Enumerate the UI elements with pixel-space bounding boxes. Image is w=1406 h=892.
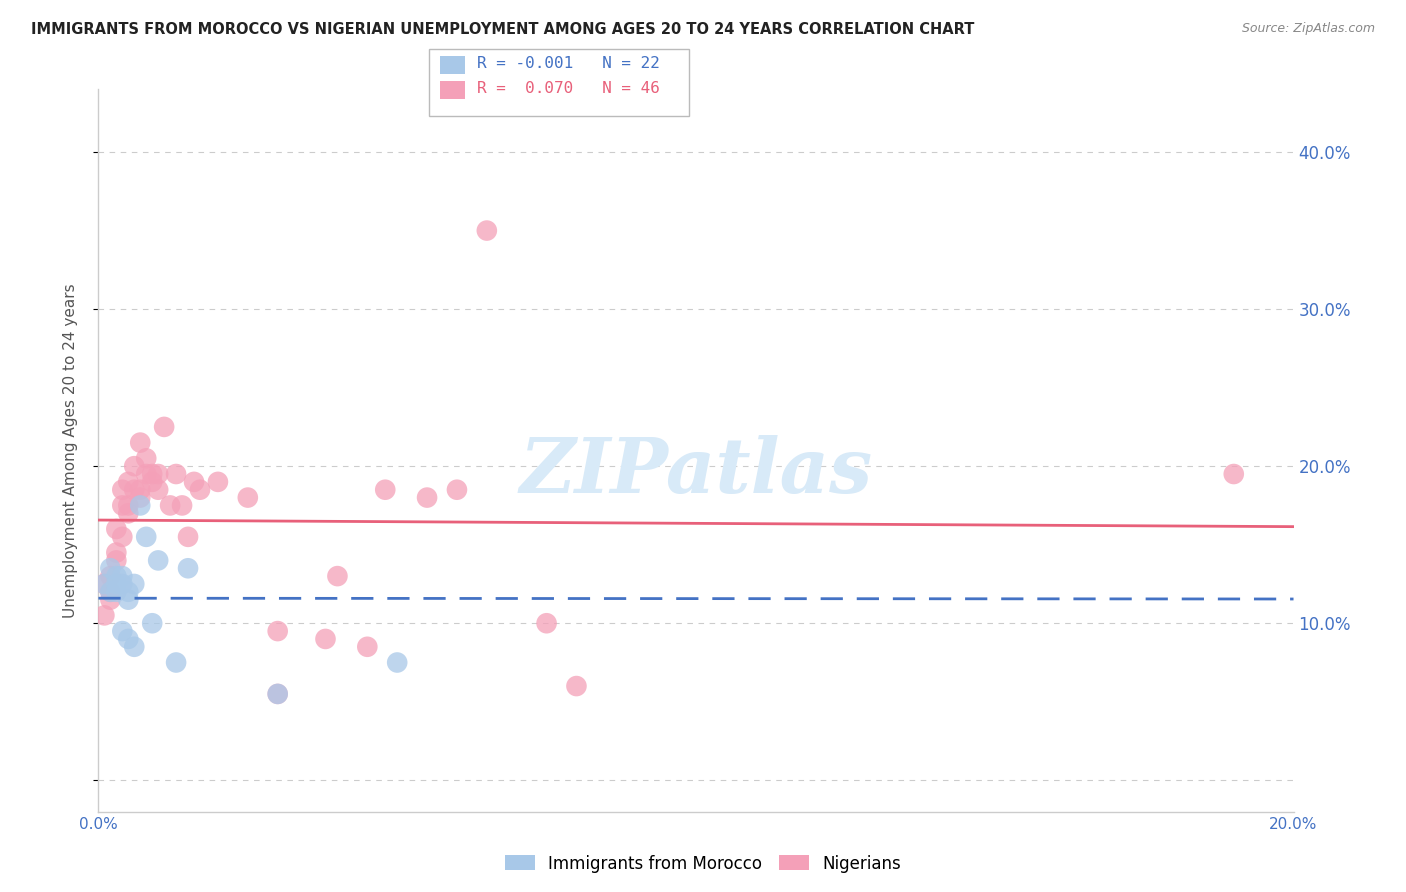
Point [141,467,163,481]
Point [148,467,170,481]
Point [117,632,139,646]
Y-axis label: Unemployment Among Ages 20 to 24 years: Unemployment Among Ages 20 to 24 years [63,283,77,618]
Point [105,545,128,559]
Point [105,522,128,536]
Point [267,687,290,701]
Point [124,577,146,591]
Point [356,640,378,654]
Point [111,577,134,591]
Point [141,616,163,631]
Point [117,475,139,489]
Point [135,530,157,544]
Point [207,475,229,489]
Point [98,584,122,599]
Text: IMMIGRANTS FROM MOROCCO VS NIGERIAN UNEMPLOYMENT AMONG AGES 20 TO 24 YEARS CORRE: IMMIGRANTS FROM MOROCCO VS NIGERIAN UNEM… [31,22,974,37]
Point [565,679,588,693]
Point [129,491,152,505]
Point [165,467,187,481]
Point [267,624,290,639]
Point [117,592,139,607]
Point [105,584,128,599]
Point [236,491,259,505]
Point [446,483,468,497]
Point [326,569,349,583]
Point [165,656,187,670]
Point [135,451,157,466]
Point [416,491,439,505]
Point [93,608,115,623]
Point [177,561,200,575]
Point [105,569,128,583]
Point [98,569,122,583]
Legend: Immigrants from Morocco, Nigerians: Immigrants from Morocco, Nigerians [498,848,908,880]
Point [385,656,409,670]
Point [111,499,134,513]
Point [172,499,194,513]
Point [159,499,181,513]
Text: R =  0.070   N = 46: R = 0.070 N = 46 [477,81,659,95]
Point [536,616,558,631]
Point [93,577,115,591]
Point [148,553,170,567]
Point [267,687,290,701]
Point [124,640,146,654]
Point [148,483,170,497]
Point [98,592,122,607]
Point [111,530,134,544]
Point [93,577,115,591]
Point [1223,467,1246,481]
Point [315,632,337,646]
Point [98,584,122,599]
Point [129,499,152,513]
Text: Source: ZipAtlas.com: Source: ZipAtlas.com [1241,22,1375,36]
Point [153,420,176,434]
Point [475,223,498,237]
Point [105,577,128,591]
Point [124,459,146,474]
Point [188,483,211,497]
Point [111,569,134,583]
Point [135,467,157,481]
Point [117,506,139,520]
Point [111,624,134,639]
Point [183,475,205,489]
Text: ZIPatlas: ZIPatlas [519,435,873,509]
Point [124,483,146,497]
Point [98,561,122,575]
Point [117,499,139,513]
Point [105,553,128,567]
Point [129,435,152,450]
Point [374,483,396,497]
Text: R = -0.001   N = 22: R = -0.001 N = 22 [477,56,659,70]
Point [117,584,139,599]
Point [177,530,200,544]
Point [129,483,152,497]
Point [141,475,163,489]
Point [111,483,134,497]
